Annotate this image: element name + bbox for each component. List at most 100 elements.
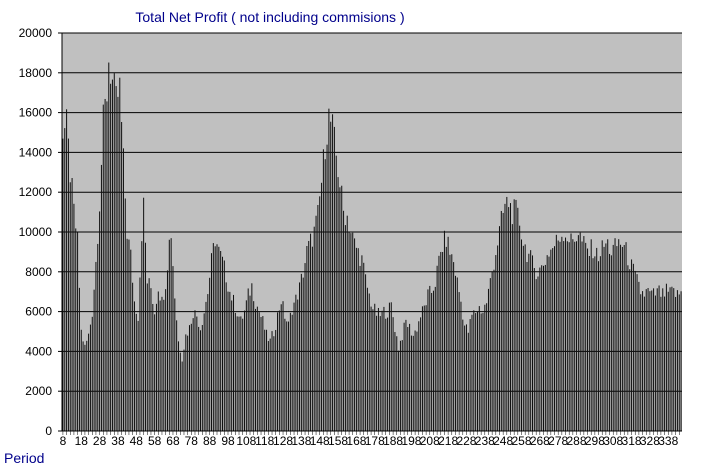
bar	[242, 318, 244, 431]
bar	[522, 245, 524, 431]
bar	[214, 246, 216, 431]
bar	[680, 291, 682, 431]
bar	[288, 321, 290, 431]
bar	[152, 303, 154, 431]
bar	[486, 303, 488, 431]
bar	[421, 306, 423, 431]
bar	[324, 159, 326, 431]
bar	[78, 287, 80, 431]
bar	[500, 210, 502, 431]
bar	[73, 203, 75, 431]
bar	[203, 313, 205, 431]
bar	[456, 277, 458, 431]
bar	[443, 230, 445, 431]
bar	[407, 327, 409, 431]
bar	[381, 310, 383, 431]
bar	[361, 255, 363, 431]
bar	[669, 287, 671, 431]
bar	[245, 300, 247, 431]
bar	[673, 288, 675, 431]
bar	[335, 155, 337, 431]
bar	[627, 265, 629, 431]
bar	[577, 235, 579, 431]
bar	[598, 261, 600, 431]
bar	[67, 138, 69, 431]
bar	[278, 310, 280, 431]
bar	[233, 294, 235, 431]
bar	[610, 255, 612, 431]
bar	[620, 244, 622, 431]
bar	[447, 236, 449, 431]
bar	[467, 332, 469, 431]
bar	[442, 251, 444, 431]
bar	[675, 296, 677, 431]
chart-title: Total Net Profit ( not including commisi…	[135, 9, 404, 25]
bar	[86, 340, 88, 431]
bar	[544, 264, 546, 431]
x-tick-label: 108	[236, 434, 256, 448]
x-tick-label: 118	[255, 434, 274, 448]
bar	[603, 246, 605, 431]
bar	[524, 244, 526, 431]
bar	[266, 329, 268, 431]
bar	[293, 302, 295, 431]
bar	[579, 232, 581, 431]
bar	[588, 256, 590, 431]
bar	[436, 265, 438, 431]
bar	[144, 242, 146, 431]
bar	[155, 303, 157, 431]
bar	[227, 291, 229, 431]
x-tick-label: 158	[328, 434, 348, 448]
bar	[638, 281, 640, 431]
bar	[117, 96, 119, 431]
bar	[410, 335, 412, 431]
bar	[209, 277, 211, 431]
bar	[166, 270, 168, 431]
x-tick-label: 78	[185, 434, 199, 448]
bar	[84, 344, 86, 431]
bar	[300, 273, 302, 431]
x-tick-label: 98	[221, 434, 235, 448]
bar	[102, 104, 104, 431]
bar	[176, 320, 178, 431]
bar	[414, 330, 416, 431]
bar	[519, 225, 521, 431]
bar	[337, 177, 339, 431]
bar	[592, 258, 594, 431]
bar	[478, 306, 480, 431]
bar	[124, 198, 126, 431]
bar	[596, 247, 598, 431]
bar	[106, 101, 108, 432]
bar	[502, 212, 504, 431]
y-tick-label: 2000	[25, 384, 52, 398]
bar	[498, 226, 500, 431]
bar	[434, 286, 436, 431]
y-tick-label: 8000	[25, 265, 52, 279]
bar	[223, 260, 225, 431]
bar	[607, 239, 609, 431]
bar	[128, 239, 130, 431]
bar	[454, 275, 456, 431]
bar	[187, 335, 189, 431]
x-tick-label: 298	[585, 434, 605, 448]
bar	[581, 241, 583, 431]
bar	[634, 270, 636, 431]
bar	[295, 294, 297, 431]
bar	[618, 239, 620, 431]
bar	[341, 185, 343, 431]
bar	[69, 182, 71, 431]
bar	[91, 316, 93, 431]
bar	[346, 215, 348, 431]
bar	[460, 301, 462, 431]
bar	[212, 243, 214, 431]
bar	[264, 329, 266, 431]
bar	[133, 301, 135, 431]
bar	[656, 288, 658, 431]
y-tick-label: 20000	[19, 26, 53, 40]
bar	[372, 309, 374, 431]
y-tick-label: 0	[45, 424, 52, 438]
bar	[568, 242, 570, 431]
bar	[403, 322, 405, 431]
bar	[643, 296, 645, 431]
bar	[471, 314, 473, 431]
